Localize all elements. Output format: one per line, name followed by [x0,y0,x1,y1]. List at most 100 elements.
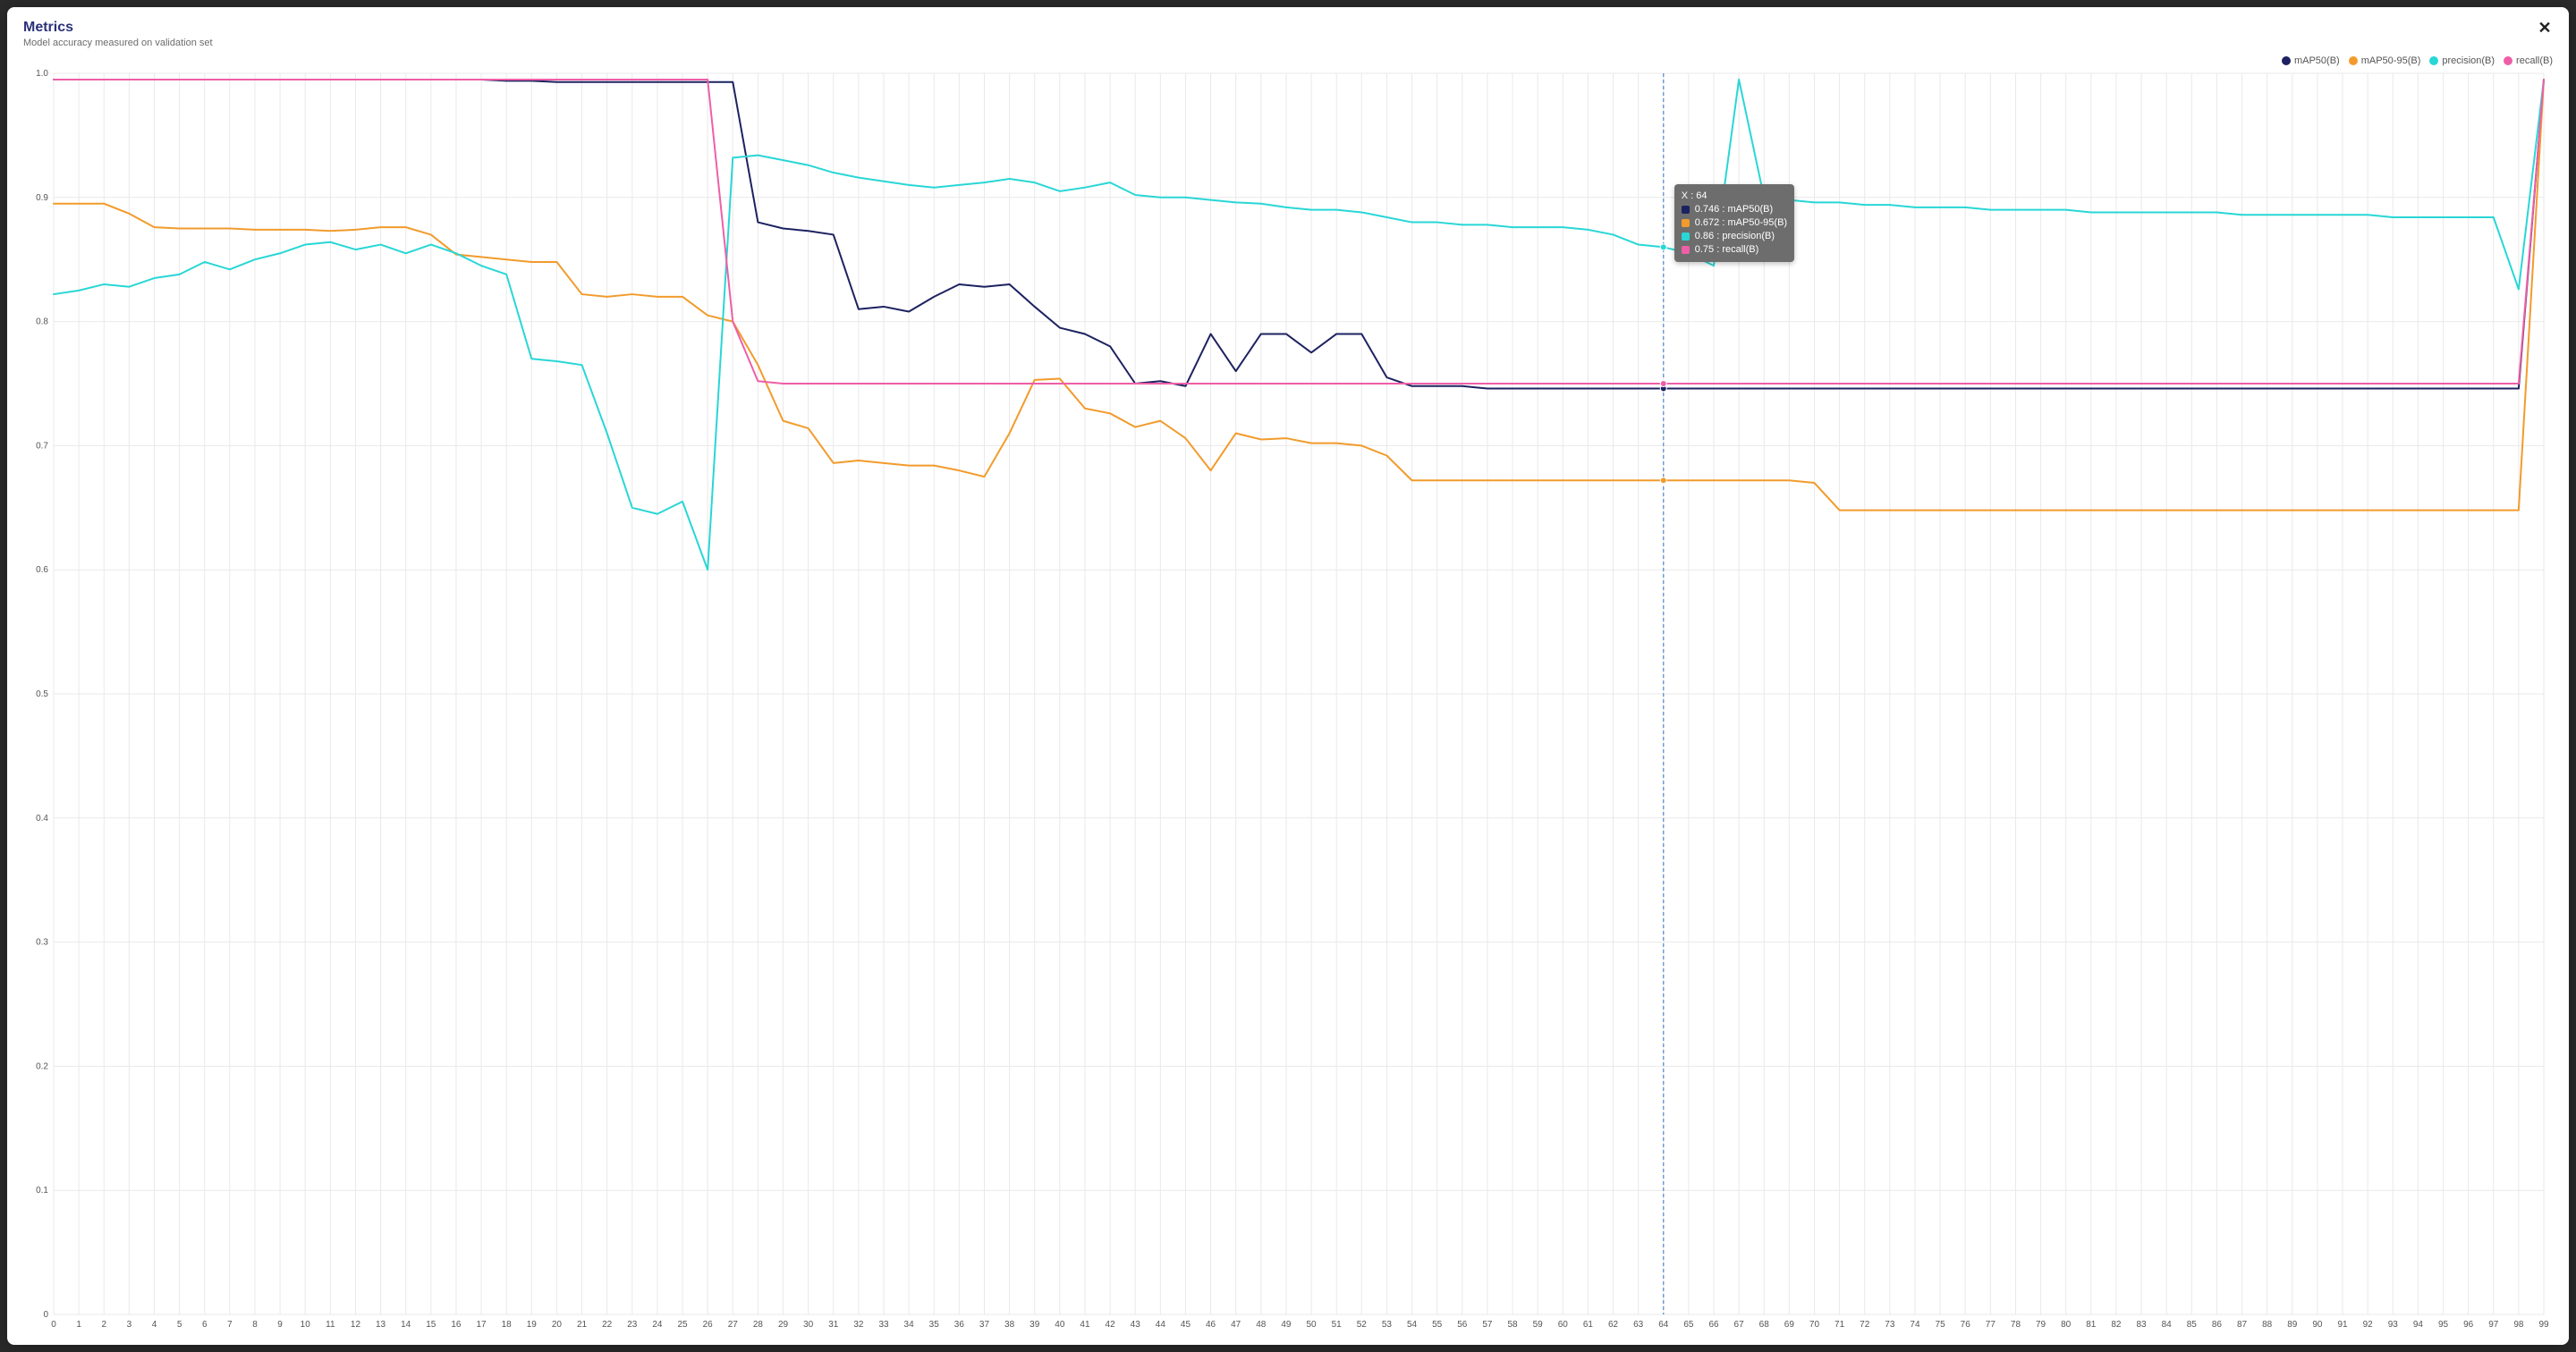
svg-text:0.7: 0.7 [36,441,48,451]
svg-text:71: 71 [1835,1320,1845,1330]
svg-text:12: 12 [351,1320,361,1330]
legend-swatch [2429,56,2438,65]
svg-text:50: 50 [1306,1320,1317,1330]
svg-text:83: 83 [2136,1320,2147,1330]
svg-text:59: 59 [1533,1320,1544,1330]
svg-text:55: 55 [1432,1320,1443,1330]
svg-text:16: 16 [451,1320,462,1330]
modal-header: Metrics Model accuracy measured on valid… [23,20,2553,48]
svg-text:53: 53 [1382,1320,1393,1330]
svg-text:38: 38 [1004,1320,1015,1330]
svg-text:18: 18 [502,1320,513,1330]
legend-item[interactable]: precision(B) [2429,55,2495,66]
svg-text:82: 82 [2111,1320,2122,1330]
legend-swatch [2282,56,2291,65]
svg-text:54: 54 [1407,1320,1418,1330]
legend-label: recall(B) [2516,55,2553,66]
svg-text:88: 88 [2262,1320,2273,1330]
svg-text:73: 73 [1885,1320,1895,1330]
svg-text:67: 67 [1734,1320,1745,1330]
svg-text:26: 26 [703,1320,714,1330]
svg-text:7: 7 [227,1320,233,1330]
chart-legend: mAP50(B) mAP50-95(B) precision(B) recall(B) [23,55,2553,66]
svg-text:98: 98 [2513,1320,2524,1330]
svg-text:65: 65 [1683,1320,1694,1330]
svg-text:48: 48 [1256,1320,1267,1330]
svg-text:80: 80 [2061,1320,2072,1330]
svg-text:0: 0 [51,1320,56,1330]
svg-text:22: 22 [602,1320,613,1330]
svg-text:97: 97 [2488,1320,2499,1330]
svg-text:68: 68 [1759,1320,1770,1330]
svg-text:81: 81 [2086,1320,2097,1330]
svg-text:66: 66 [1708,1320,1719,1330]
legend-item[interactable]: recall(B) [2504,55,2553,66]
legend-item[interactable]: mAP50(B) [2282,55,2340,66]
metrics-line-chart[interactable]: 00.10.20.30.40.50.60.70.80.91.0012345678… [23,68,2553,1334]
chart-area[interactable]: 00.10.20.30.40.50.60.70.80.91.0012345678… [23,68,2553,1334]
svg-text:0.6: 0.6 [36,565,48,575]
svg-text:17: 17 [476,1320,487,1330]
svg-text:8: 8 [252,1320,258,1330]
svg-text:0.8: 0.8 [36,317,48,327]
svg-text:46: 46 [1206,1320,1216,1330]
svg-text:6: 6 [202,1320,208,1330]
metrics-modal: Metrics Model accuracy measured on valid… [7,7,2569,1345]
svg-text:39: 39 [1030,1320,1040,1330]
svg-text:30: 30 [803,1320,814,1330]
svg-text:76: 76 [1961,1320,1971,1330]
svg-text:32: 32 [853,1320,864,1330]
svg-text:91: 91 [2337,1320,2348,1330]
close-button[interactable]: ✕ [2535,18,2555,38]
svg-text:95: 95 [2438,1320,2449,1330]
svg-text:1: 1 [76,1320,81,1330]
svg-text:0.2: 0.2 [36,1061,48,1071]
svg-text:11: 11 [326,1320,335,1330]
svg-text:89: 89 [2287,1320,2298,1330]
svg-text:13: 13 [376,1320,386,1330]
svg-text:41: 41 [1080,1320,1090,1330]
svg-text:85: 85 [2187,1320,2198,1330]
svg-text:10: 10 [301,1320,311,1330]
svg-text:64: 64 [1658,1320,1669,1330]
svg-text:52: 52 [1357,1320,1368,1330]
svg-text:78: 78 [2011,1320,2021,1330]
svg-text:42: 42 [1106,1320,1116,1330]
svg-text:72: 72 [1860,1320,1870,1330]
legend-label: mAP50-95(B) [2361,55,2421,66]
svg-text:84: 84 [2162,1320,2173,1330]
svg-text:3: 3 [127,1320,132,1330]
legend-swatch [2504,56,2512,65]
svg-text:21: 21 [577,1320,588,1330]
legend-item[interactable]: mAP50-95(B) [2349,55,2421,66]
svg-text:28: 28 [753,1320,764,1330]
svg-text:1.0: 1.0 [36,69,48,79]
svg-text:37: 37 [979,1320,990,1330]
svg-text:34: 34 [904,1320,915,1330]
svg-text:9: 9 [277,1320,283,1330]
svg-text:29: 29 [778,1320,789,1330]
svg-text:58: 58 [1507,1320,1518,1330]
svg-text:90: 90 [2312,1320,2323,1330]
svg-text:0: 0 [43,1310,48,1320]
svg-text:93: 93 [2388,1320,2399,1330]
svg-text:56: 56 [1457,1320,1468,1330]
svg-text:63: 63 [1633,1320,1644,1330]
svg-text:70: 70 [1809,1320,1820,1330]
legend-swatch [2349,56,2358,65]
svg-text:23: 23 [627,1320,638,1330]
svg-text:20: 20 [552,1320,563,1330]
svg-text:75: 75 [1936,1320,1946,1330]
svg-text:94: 94 [2413,1320,2424,1330]
svg-text:92: 92 [2363,1320,2374,1330]
svg-text:60: 60 [1558,1320,1569,1330]
svg-text:96: 96 [2463,1320,2474,1330]
svg-text:57: 57 [1482,1320,1493,1330]
svg-text:69: 69 [1784,1320,1795,1330]
svg-text:4: 4 [152,1320,157,1330]
svg-text:36: 36 [954,1320,965,1330]
svg-text:49: 49 [1281,1320,1292,1330]
svg-text:47: 47 [1231,1320,1241,1330]
svg-text:79: 79 [2036,1320,2046,1330]
svg-text:2: 2 [101,1320,106,1330]
